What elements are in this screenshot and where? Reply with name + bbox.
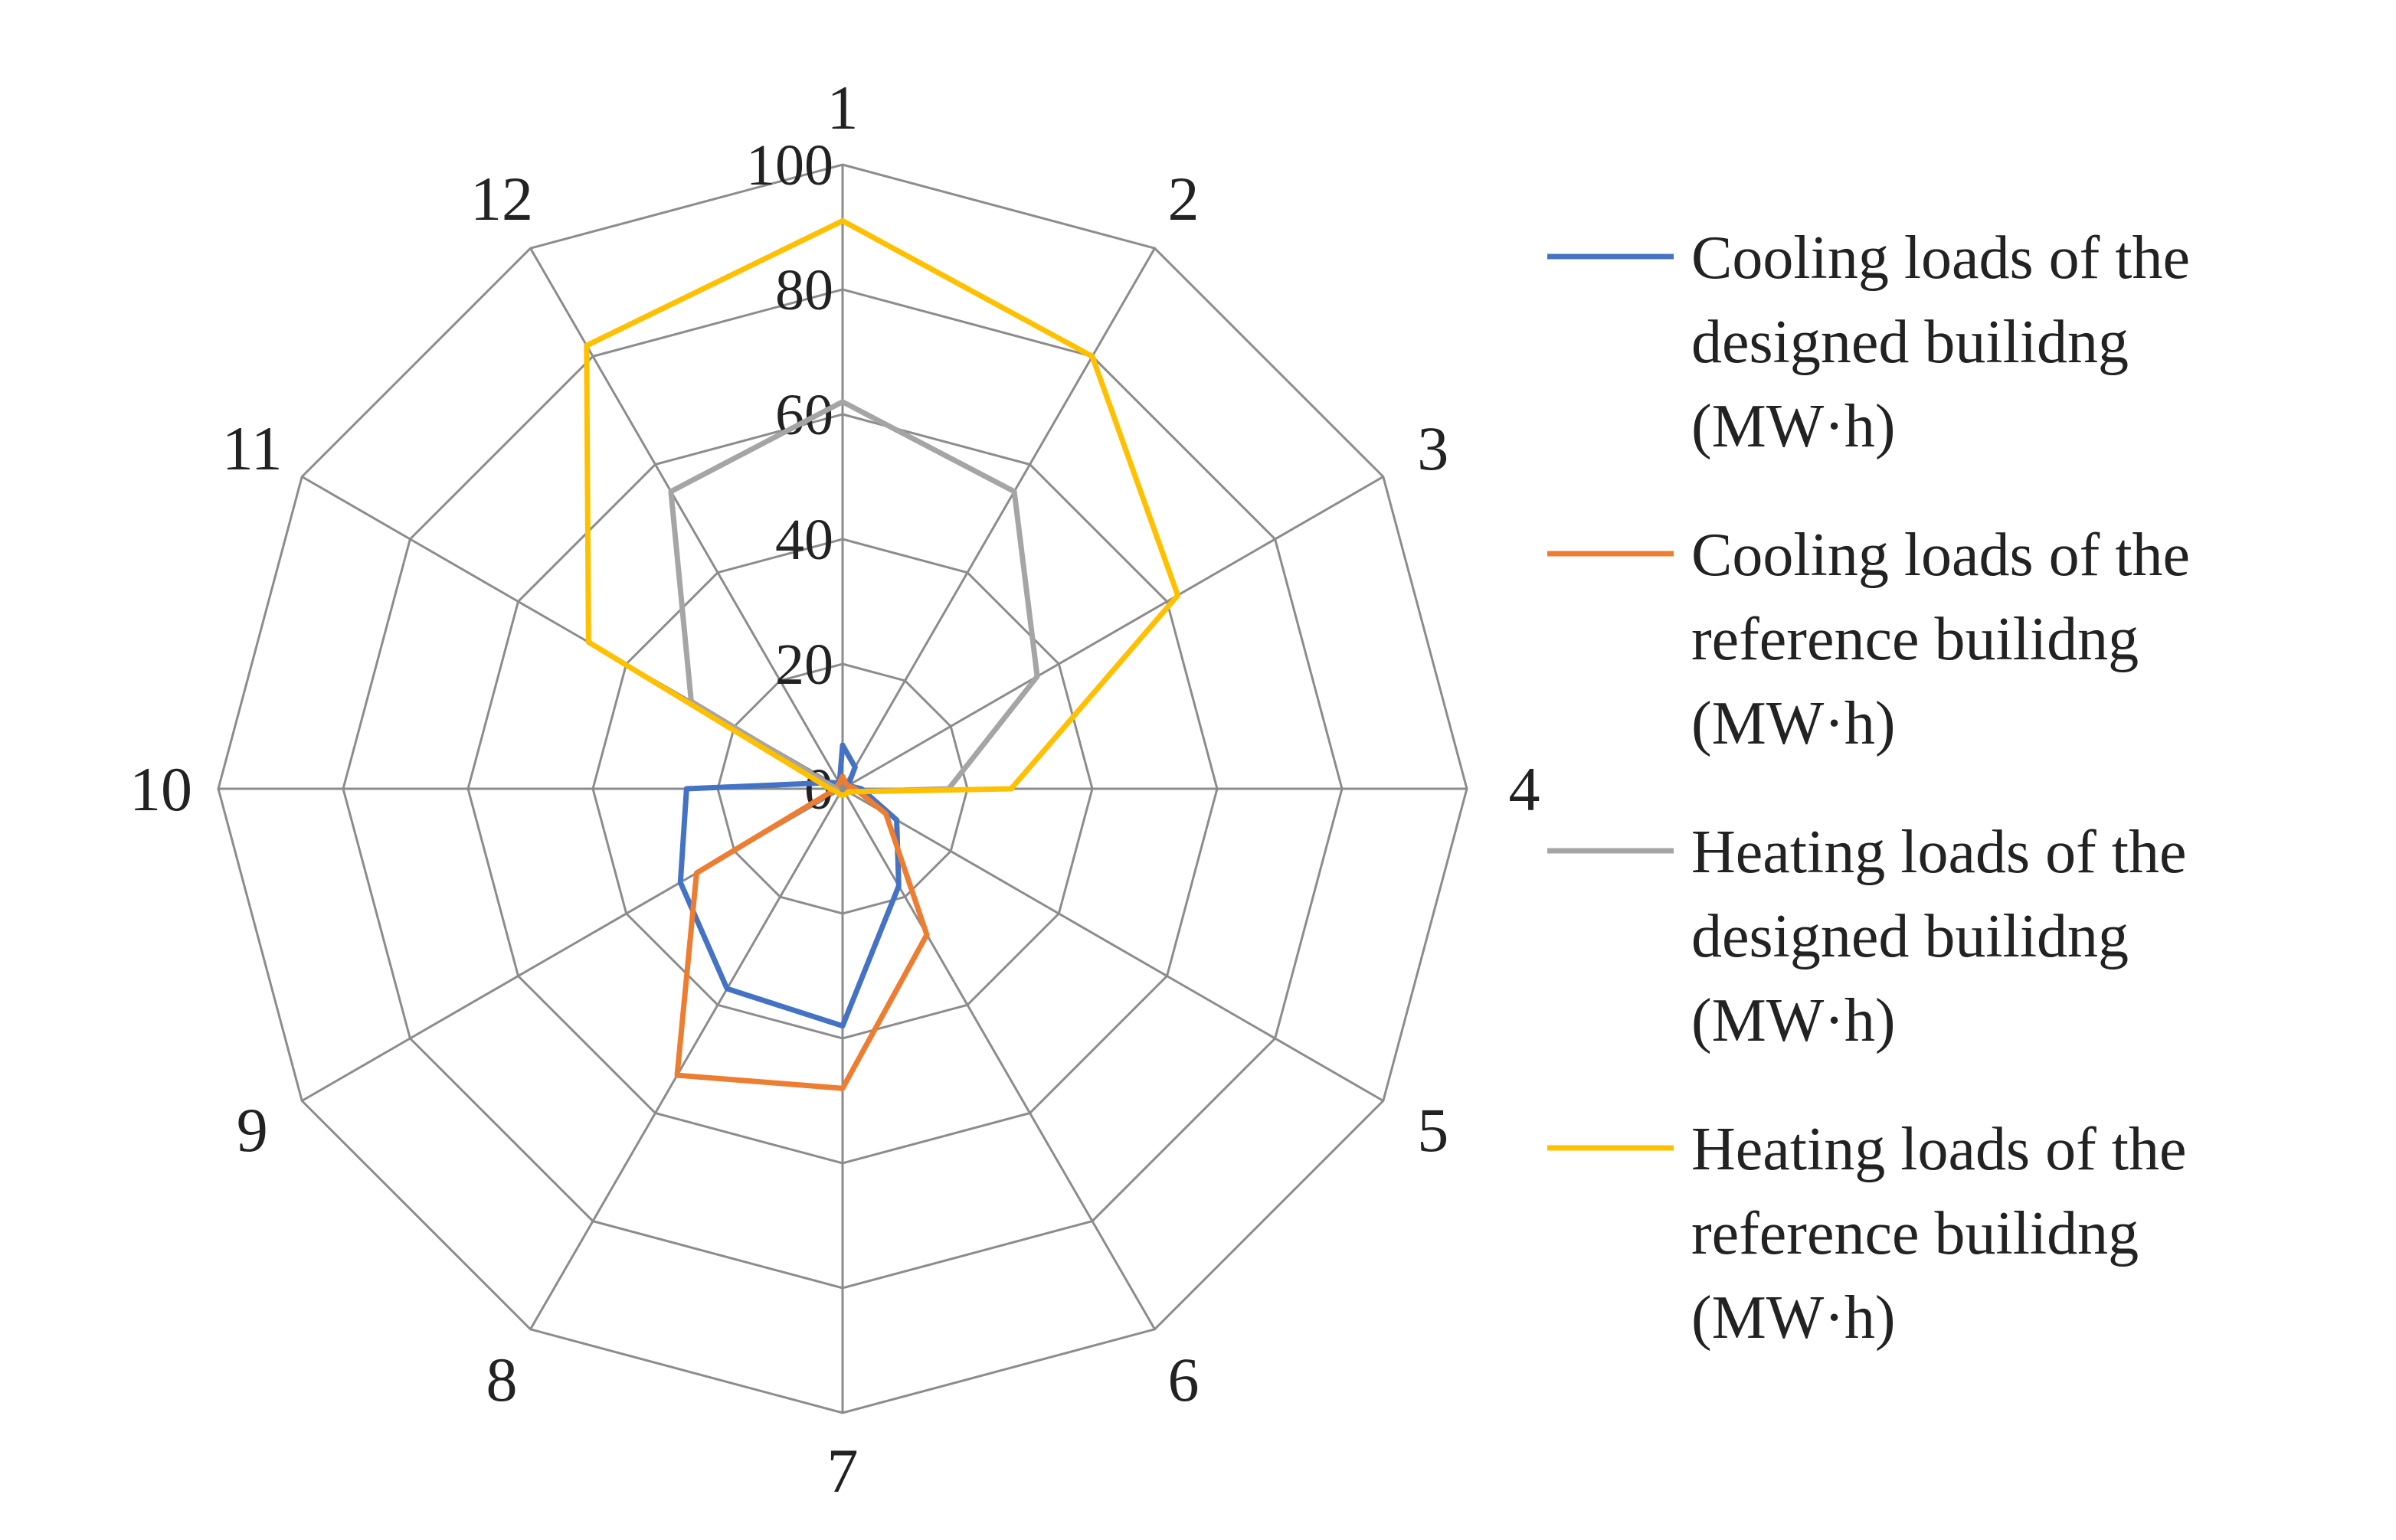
tick-label: 20 (775, 633, 833, 697)
legend-label: (MW·h) (1691, 1284, 1896, 1352)
legend-label: Cooling loads of the (1691, 522, 2190, 589)
category-label: 6 (1168, 1345, 1200, 1414)
legend-label: Heating loads of the (1691, 1116, 2186, 1183)
tick-label: 60 (775, 383, 833, 447)
category-label: 12 (470, 164, 533, 234)
category-label: 11 (222, 414, 283, 483)
tick-label: 100 (746, 133, 833, 198)
spoke-5 (842, 787, 1384, 1102)
spoke-2 (841, 247, 1156, 790)
series-line-1 (677, 742, 902, 1029)
legend-label: designed builidng (1691, 903, 2129, 970)
radar-spokes (218, 165, 1467, 1413)
legend: Cooling loads of the designed builidng (MW… (1547, 224, 2190, 1352)
category-label: 1 (827, 73, 859, 142)
category-label: 3 (1417, 414, 1448, 483)
legend-label: Cooling loads of the (1691, 224, 2190, 292)
spoke-8 (529, 788, 844, 1330)
legend-label: (MW·h) (1691, 393, 1896, 460)
legend-label: designed builidng (1691, 309, 2129, 376)
legend-label: reference builidng (1691, 606, 2139, 673)
category-label: 10 (129, 754, 192, 824)
legend-label: (MW·h) (1691, 690, 1896, 757)
spoke-6 (841, 788, 1156, 1330)
category-label: 9 (237, 1095, 268, 1165)
category-label: 8 (486, 1345, 518, 1414)
category-label: 7 (827, 1436, 859, 1506)
tick-label: 40 (775, 508, 833, 572)
series-line-4 (584, 217, 1181, 798)
category-label: 2 (1168, 164, 1200, 234)
series-line-2 (674, 773, 930, 1091)
legend-label: reference builidng (1691, 1200, 2139, 1267)
category-label: 5 (1417, 1095, 1448, 1165)
series-line-3 (668, 399, 1040, 798)
legend-label: Heating loads of the (1691, 819, 2186, 886)
tick-label: 80 (775, 258, 833, 322)
data-series (584, 217, 1181, 1091)
spoke-12 (529, 247, 844, 790)
category-label: 4 (1509, 754, 1540, 824)
spoke-3 (842, 476, 1384, 790)
legend-label: (MW·h) (1691, 987, 1896, 1054)
